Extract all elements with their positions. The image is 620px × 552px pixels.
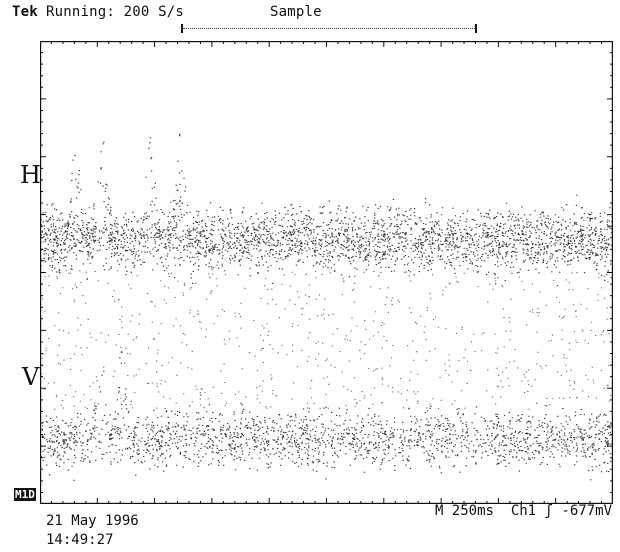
scale-readout: M 250ms Ch1 ʃ -677mV [435, 503, 612, 519]
channel-h-label: H [20, 161, 41, 189]
date-label: 21 May 1996 [46, 513, 139, 529]
run-status: Running: 200 S/s [46, 4, 185, 20]
waveform-canvas [40, 41, 613, 504]
ground-reference-marker: M1D [14, 488, 36, 501]
scope-display [40, 41, 613, 504]
timebase-label: M 250ms [434, 503, 494, 519]
graticule-ticks [40, 41, 613, 504]
channel-v-label: V [22, 363, 40, 391]
channel-label: Ch1 [510, 503, 537, 519]
time-label: 14:49:27 [46, 532, 114, 548]
channel-h-trace [40, 133, 613, 287]
timestamp: 21 May 1996 14:49:27 [46, 512, 139, 550]
record-view-bracket [181, 24, 477, 33]
acquisition-mode: Sample [270, 4, 322, 20]
trigger-level-label: -677mV [561, 503, 612, 519]
rising-edge-icon: ʃ [544, 503, 553, 519]
brand-label: Tek [12, 4, 38, 20]
